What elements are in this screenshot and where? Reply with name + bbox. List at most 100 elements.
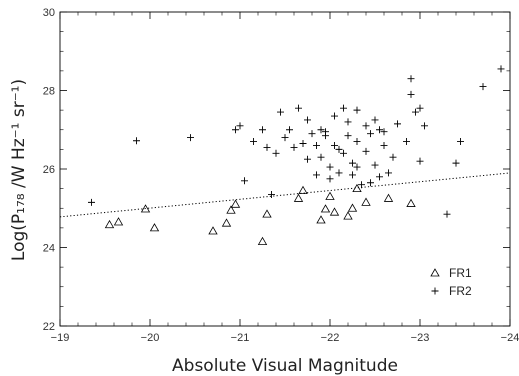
fr2-point bbox=[353, 138, 361, 146]
x-tick-label: −19 bbox=[51, 332, 70, 344]
fr2-point bbox=[407, 90, 415, 98]
y-tick-label: 28 bbox=[43, 86, 55, 98]
fr1-point bbox=[208, 226, 218, 235]
fr2-point bbox=[187, 134, 194, 142]
legend-fr1-label: FR1 bbox=[449, 266, 472, 280]
fr1-point bbox=[320, 204, 331, 213]
fr1-point bbox=[257, 236, 268, 246]
fr2-point bbox=[367, 130, 374, 138]
fr2-point bbox=[344, 132, 352, 140]
fr2-point bbox=[277, 108, 284, 116]
x-tick-label: −24 bbox=[501, 332, 519, 344]
fr2-point bbox=[407, 75, 415, 83]
fr2-point bbox=[403, 138, 410, 146]
fr2-point bbox=[331, 141, 338, 149]
fr2-point bbox=[416, 104, 424, 112]
fr2-point bbox=[362, 147, 370, 155]
fr2-point bbox=[353, 163, 361, 171]
fr2-point bbox=[457, 138, 464, 146]
fr1-point bbox=[293, 193, 304, 202]
x-tick-label: −23 bbox=[411, 332, 430, 344]
fr2-point bbox=[335, 169, 343, 177]
x-tick-label: −22 bbox=[321, 332, 340, 344]
legend-fr2-label: FR2 bbox=[449, 284, 472, 298]
fr2-point bbox=[340, 104, 347, 112]
fr2-point bbox=[232, 126, 239, 134]
fr2-point bbox=[353, 106, 361, 114]
fit-line bbox=[59, 172, 511, 218]
fr2-point bbox=[349, 159, 356, 167]
fr2-point bbox=[367, 179, 374, 187]
legend-fr1-marker bbox=[430, 268, 440, 277]
fr2-point bbox=[313, 171, 320, 179]
fr1-point bbox=[113, 217, 124, 226]
fr1-point bbox=[298, 185, 308, 194]
fr1-point bbox=[230, 199, 241, 208]
fr1-point bbox=[226, 205, 236, 214]
fr1-point bbox=[352, 183, 362, 193]
fr2-point bbox=[344, 118, 352, 126]
fr2-point bbox=[421, 122, 428, 130]
fr2-point bbox=[416, 157, 424, 165]
y-axis-label: Log(P₁₇₈ /W Hz⁻¹ sr⁻¹) bbox=[9, 79, 29, 261]
fr2-point bbox=[304, 155, 311, 163]
fr1-point bbox=[325, 191, 335, 200]
fr2-point bbox=[385, 169, 392, 177]
fr2-point bbox=[295, 104, 302, 112]
y-tick-label: 30 bbox=[43, 7, 55, 19]
fr2-point bbox=[497, 65, 505, 73]
fr2-point bbox=[371, 116, 379, 124]
y-tick-label: 26 bbox=[43, 164, 55, 176]
plot-frame bbox=[59, 11, 511, 327]
fr2-point bbox=[317, 126, 325, 134]
fr2-point bbox=[326, 175, 334, 183]
fr2-point bbox=[304, 116, 311, 124]
y-tick-label: 24 bbox=[43, 243, 55, 255]
fr2-point bbox=[340, 149, 347, 157]
fr2-point bbox=[263, 143, 271, 151]
fr2-point bbox=[299, 139, 307, 147]
fr2-point bbox=[317, 153, 325, 161]
fr1-point bbox=[343, 211, 353, 220]
fr2-point bbox=[452, 159, 460, 167]
fr2-point bbox=[308, 130, 316, 138]
fr2-point bbox=[272, 149, 280, 157]
fr2-point bbox=[88, 198, 95, 206]
fr2-point bbox=[358, 181, 365, 189]
fr2-point bbox=[281, 134, 289, 142]
fr2-point bbox=[412, 108, 419, 116]
fr1-point bbox=[221, 218, 232, 227]
fr2-point bbox=[380, 128, 388, 136]
fr1-point bbox=[329, 207, 340, 216]
fr1-point bbox=[104, 219, 115, 229]
fr2-point bbox=[250, 138, 257, 146]
fr2-point bbox=[349, 171, 356, 179]
fr1-point bbox=[406, 198, 416, 207]
x-tick-label: −20 bbox=[141, 332, 160, 344]
fr2-point bbox=[479, 83, 487, 91]
fr1-point bbox=[383, 193, 394, 202]
fr2-point bbox=[394, 120, 401, 128]
y-tick-label: 22 bbox=[43, 321, 55, 333]
fr2-point bbox=[236, 122, 244, 130]
fr2-point bbox=[362, 122, 370, 130]
fr2-point bbox=[326, 163, 334, 171]
fr2-point bbox=[241, 177, 248, 185]
fr2-point bbox=[335, 145, 343, 153]
fr2-point bbox=[286, 126, 293, 134]
fr2-point bbox=[376, 173, 383, 181]
x-axis-label: Absolute Visual Magnitude bbox=[172, 356, 398, 376]
fr2-point bbox=[389, 153, 397, 161]
fr2-point bbox=[331, 112, 338, 120]
fr1-point bbox=[361, 197, 371, 206]
fr1-point bbox=[262, 209, 272, 218]
fr1-point bbox=[347, 203, 358, 212]
fr2-point bbox=[133, 137, 140, 145]
fr2-point bbox=[268, 191, 275, 199]
fr1-point bbox=[316, 215, 326, 224]
fr2-point bbox=[443, 210, 451, 218]
fr2-point bbox=[371, 161, 379, 169]
x-tick-label: −21 bbox=[231, 332, 250, 344]
